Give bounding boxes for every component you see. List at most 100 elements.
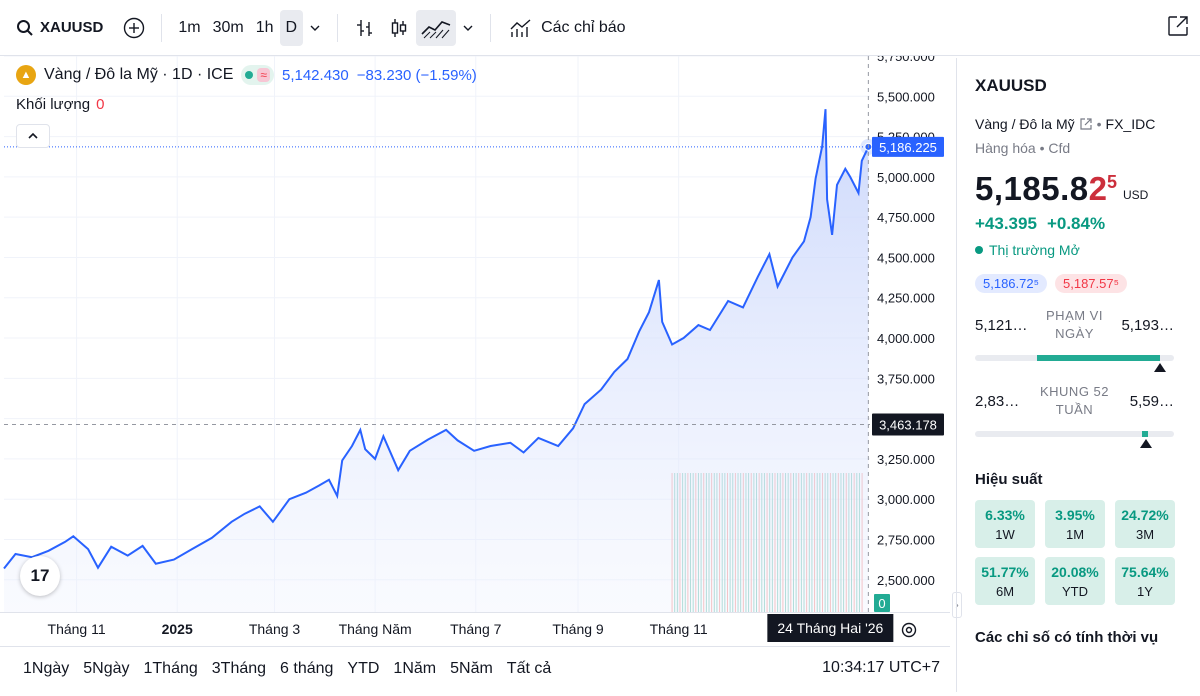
range-3m[interactable]: 3Tháng: [211, 659, 267, 677]
add-circle-icon: [124, 17, 145, 38]
performance-grid: 6.33% 1W 3.95% 1M 24.72% 3M 51.77% 6M 20.08%…: [975, 500, 1175, 605]
y-tick-label: 3,000.000: [877, 492, 935, 507]
range-5d[interactable]: 5Ngày: [83, 659, 130, 677]
fullscreen-button[interactable]: [1166, 14, 1190, 43]
perf-value: 6.33%: [985, 506, 1025, 523]
day-range-marker: [1154, 363, 1167, 372]
price-last-digit: 2: [1088, 170, 1107, 207]
current-price-badge: [872, 136, 944, 157]
symbol-search[interactable]: XAUUSD: [0, 0, 117, 56]
day-range-label: PHẠM VI NGÀY: [1046, 308, 1103, 341]
range-5y[interactable]: 5Năm: [450, 659, 493, 677]
price-main: 5,185.8: [975, 170, 1089, 207]
gear-icon[interactable]: [901, 622, 917, 638]
x-tick-label: Tháng 3: [249, 621, 301, 637]
panel-symbol[interactable]: XAUUSD: [975, 76, 1047, 95]
candlestick-icon: [391, 18, 407, 37]
collapse-legend-button[interactable]: [16, 124, 50, 148]
perf-cell-1w[interactable]: 6.33% 1W: [975, 500, 1035, 548]
perf-period: 1M: [1065, 526, 1085, 542]
bid-badge: 5,186.72⁵: [975, 274, 1047, 293]
chevron-down-icon: [463, 25, 473, 31]
x-tick-label: Tháng 7: [450, 621, 502, 637]
bar-chart-icon: [357, 19, 373, 36]
perf-cell-ytd[interactable]: 20.08% YTD: [1045, 557, 1105, 605]
change-pct: +0.84%: [1046, 214, 1106, 233]
interval-30m[interactable]: 30m: [212, 18, 244, 36]
perf-period: 1W: [995, 526, 1015, 542]
indicators-icon: [510, 18, 531, 37]
indicators-label: Các chỉ báo: [541, 18, 626, 36]
y-tick-label: 2,750.000: [877, 532, 935, 547]
symbol-label: XAUUSD: [40, 19, 104, 36]
y-tick-label: 3,250.000: [877, 452, 935, 467]
perf-value: 20.08%: [1051, 563, 1099, 580]
area-style-button[interactable]: [416, 9, 457, 46]
symbol-details-panel: XAUUSD Vàng / Đô la Mỹ • FX_IDC Hàng hóa…: [956, 58, 1192, 692]
interval-dropdown[interactable]: [303, 10, 327, 46]
perf-cell-6m[interactable]: 51.77% 6M: [975, 557, 1035, 605]
year-high: 5,59…: [1129, 393, 1174, 410]
x-tick-label: Tháng 9: [552, 621, 604, 637]
crosshair-price-badge: [872, 413, 944, 436]
bars-style-button[interactable]: [348, 10, 382, 46]
x-tick-label: 2025: [162, 621, 193, 637]
market-open-icon: [245, 71, 254, 79]
volume-badge-label: 0: [878, 596, 885, 611]
panel-change: +43.395 +0.84%: [975, 214, 1174, 234]
y-tick-label: 5,750.000: [877, 56, 935, 64]
range-all[interactable]: Tất cả: [506, 659, 552, 677]
interval-1h[interactable]: 1h: [255, 18, 274, 36]
perf-cell-1y[interactable]: 75.64% 1Y: [1115, 557, 1175, 605]
panel-price: 5,185.8 2 5 USD: [975, 170, 1174, 208]
change-abs: +43.395: [975, 214, 1037, 233]
day-range: 5,121… PHẠM VI NGÀY 5,193…: [975, 307, 1174, 349]
perf-cell-1m[interactable]: 3.95% 1M: [1045, 500, 1105, 548]
panel-exchange[interactable]: FX_IDC: [1105, 116, 1156, 132]
x-tick-label: Tháng 11: [48, 621, 106, 637]
current-price-label: 5,186.225: [879, 140, 937, 155]
open-external-icon[interactable]: [1079, 117, 1093, 131]
market-status[interactable]: Thị trường Mở: [975, 242, 1174, 258]
panel-name-row: Vàng / Đô la Mỹ • FX_IDC: [975, 116, 1174, 132]
range-bar: 1Ngày 5Ngày 1Tháng 3Tháng 6 tháng YTD 1N…: [0, 646, 950, 690]
legend-title[interactable]: Vàng / Đô la Mỹ · 1D · ICE: [44, 66, 234, 83]
clock[interactable]: 10:34:17 UTC+7: [822, 659, 940, 676]
market-status-label: Thị trường Mở: [989, 242, 1080, 258]
candles-style-button[interactable]: [382, 10, 416, 46]
day-range-bar: [975, 355, 1174, 372]
status-pill[interactable]: ≈: [241, 65, 274, 85]
interval-d[interactable]: D: [279, 9, 304, 46]
chevron-down-icon: [310, 25, 320, 31]
year-range-marker: [1140, 439, 1153, 448]
delayed-data-icon: ≈: [257, 68, 270, 82]
open-external-icon: [1168, 16, 1188, 36]
y-tick-label: 3,750.000: [877, 371, 935, 386]
panel-name[interactable]: Vàng / Đô la Mỹ: [975, 116, 1075, 132]
range-1d[interactable]: 1Ngày: [23, 659, 70, 677]
perf-value: 75.64%: [1121, 563, 1169, 580]
perf-period: YTD: [1062, 583, 1088, 599]
bid-ask: 5,186.72⁵ 5,187.57⁵: [975, 274, 1174, 293]
range-ytd[interactable]: YTD: [347, 659, 380, 677]
y-tick-label: 4,000.000: [877, 331, 935, 346]
tradingview-logo-icon[interactable]: 17: [20, 556, 60, 596]
range-6m[interactable]: 6 tháng: [280, 659, 334, 677]
year-range-fill: [1142, 431, 1149, 437]
y-tick-label: 4,500.000: [877, 250, 935, 265]
indicators-button[interactable]: Các chỉ báo: [501, 17, 634, 39]
interval-1m[interactable]: 1m: [178, 18, 201, 36]
x-tick-label: Tháng Năm: [339, 621, 412, 637]
chart-type-dropdown[interactable]: [456, 10, 480, 46]
crosshair-date-label: 24 Tháng Hai '26: [777, 620, 883, 636]
range-1m[interactable]: 1Tháng: [143, 659, 198, 677]
top-toolbar: XAUUSD 1m 30m 1h D Các chỉ báo: [0, 0, 1200, 56]
compare-button[interactable]: [117, 10, 151, 46]
range-1y[interactable]: 1Năm: [393, 659, 437, 677]
panel-toggle-handle[interactable]: ›: [952, 592, 962, 618]
price-chart[interactable]: 2,500.0002,750.0003,000.0003,250.0003,50…: [0, 56, 950, 646]
chart-area[interactable]: 2,500.0002,750.0003,000.0003,250.0003,50…: [0, 56, 950, 644]
legend-change: −83.230 (−1.59%): [356, 66, 477, 84]
perf-cell-3m[interactable]: 24.72% 3M: [1115, 500, 1175, 548]
seasonal-title[interactable]: Các chỉ số có tính thời vụ: [975, 629, 1159, 646]
